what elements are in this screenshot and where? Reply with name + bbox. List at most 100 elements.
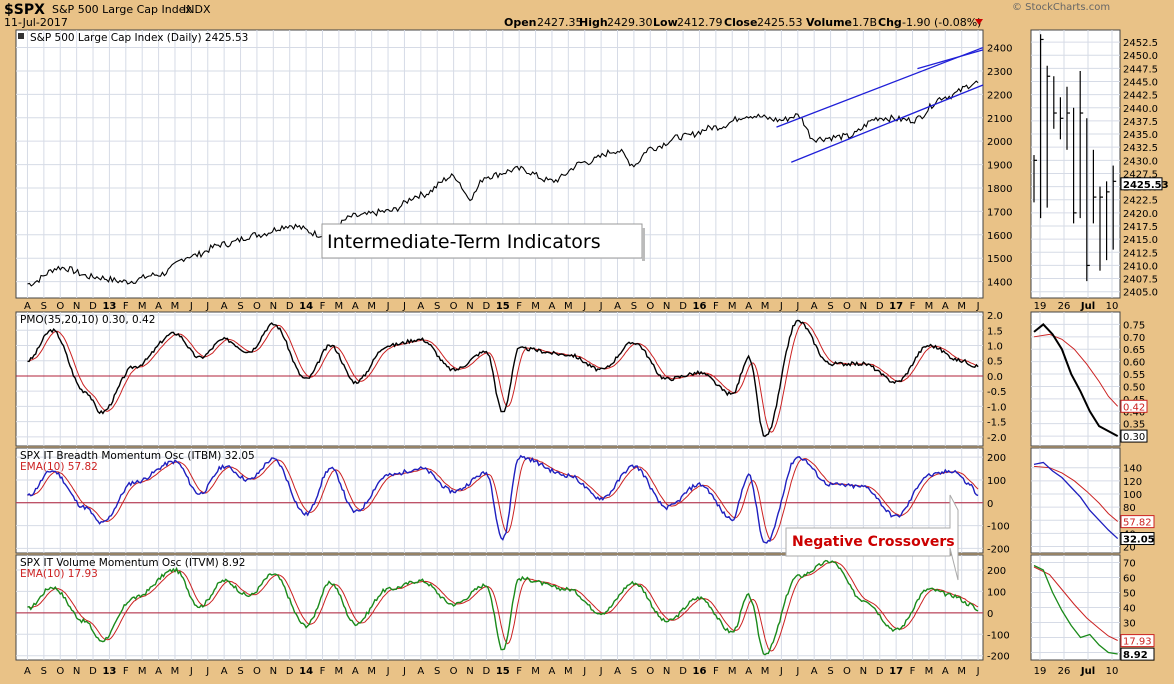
time-tick-label: N xyxy=(466,301,473,312)
itvm-title: SPX IT Volume Momentum Osc (ITVM) 8.92 xyxy=(20,557,245,569)
time-tick-label-bottom: A xyxy=(155,666,162,677)
mini-time-label-bottom: Jul xyxy=(1080,666,1095,677)
itbm-signal-line xyxy=(27,457,979,541)
high-label: High xyxy=(579,16,608,29)
time-tick-label: O xyxy=(56,301,64,312)
time-tick-label: J xyxy=(795,301,799,312)
time-tick-label-bottom: 16 xyxy=(692,666,706,677)
itvm-ema-label: EMA(10) 17.93 xyxy=(20,568,98,580)
time-tick-label: F xyxy=(320,301,326,312)
mini-itvm-tick: 50 xyxy=(1123,589,1136,600)
time-tick-label-bottom: A xyxy=(417,666,424,677)
mini-itbm-value-box xyxy=(1120,532,1155,546)
volume-value: 1.7B xyxy=(852,16,877,29)
crossover-callout: Negative Crossovers xyxy=(785,494,959,581)
y-tick-label: 2100 xyxy=(987,114,1012,125)
itvm-signal-line xyxy=(27,561,979,652)
price-series-line xyxy=(27,80,979,287)
y-tick-label: -1.0 xyxy=(987,402,1007,413)
time-tick-label: A xyxy=(745,301,752,312)
y-tick-label: 1500 xyxy=(987,254,1012,265)
time-tick-label-bottom: A xyxy=(614,666,621,677)
itbm-line xyxy=(27,454,979,544)
volume-label: Volume xyxy=(806,16,852,29)
time-tick-label-bottom: J xyxy=(779,666,783,677)
date-label: 11-Jul-2017 xyxy=(4,16,68,29)
time-tick-label-bottom: N xyxy=(466,666,473,677)
time-tick-label: A xyxy=(942,301,949,312)
indicator-box-title: Intermediate-Term Indicators xyxy=(327,231,601,253)
time-tick-label: M xyxy=(171,301,180,312)
mini-y-tick-label: 2442.5 xyxy=(1123,91,1158,102)
chg-value: -1.90 (-0.08%) xyxy=(902,16,981,29)
time-tick-label-bottom: F xyxy=(320,666,326,677)
time-tick-label-bottom: M xyxy=(728,666,737,677)
mini-pmo-tick: 0.35 xyxy=(1123,420,1145,431)
y-tick-label: 1.0 xyxy=(987,342,1003,353)
time-tick-label: A xyxy=(155,301,162,312)
mini-itvm-value: 17.93 xyxy=(1123,637,1152,648)
mini-itbm-tick: 100 xyxy=(1123,490,1142,501)
mini-pmo-tick: 0.55 xyxy=(1123,370,1145,381)
time-tick-label-bottom: N xyxy=(270,666,277,677)
time-tick-label: D xyxy=(483,301,491,312)
mini-panel-bg-0 xyxy=(1030,29,1121,299)
time-tick-label: N xyxy=(860,301,867,312)
mini-time-label-bottom: 26 xyxy=(1058,666,1071,677)
y-tick-label: 1800 xyxy=(987,184,1012,195)
mini-time-label: 26 xyxy=(1058,301,1071,312)
mini-itbm-line xyxy=(1033,461,1119,540)
mini-itvm-line xyxy=(1033,564,1118,655)
time-tick-label: A xyxy=(24,301,31,312)
time-tick-label: O xyxy=(843,301,851,312)
time-tick-label: A xyxy=(549,301,556,312)
time-tick-label: S xyxy=(434,301,440,312)
y-tick-label: -1.5 xyxy=(987,418,1007,429)
time-tick-label: 15 xyxy=(496,301,510,312)
time-tick-label-bottom: S xyxy=(434,666,440,677)
mini-pmo-tick: 0.50 xyxy=(1123,382,1145,393)
y-tick-label: 0 xyxy=(987,609,993,620)
y-tick-label: -100 xyxy=(987,522,1010,533)
time-tick-label: F xyxy=(516,301,522,312)
y-tick-label: 1700 xyxy=(987,207,1012,218)
down-arrow-icon xyxy=(975,19,983,25)
time-tick-label-bottom: M xyxy=(138,666,147,677)
mini-itbm-ema xyxy=(1033,465,1119,522)
mini-itbm-tick: 80 xyxy=(1123,503,1136,514)
channel-line-upper xyxy=(776,46,984,128)
time-tick-label: M xyxy=(531,301,540,312)
time-tick-label: N xyxy=(73,301,80,312)
time-tick-label-bottom: O xyxy=(56,666,64,677)
y-tick-label: -200 xyxy=(987,544,1010,555)
mini-y-tick-label: 2427.5 xyxy=(1123,169,1158,180)
mini-time-label-bottom: 19 xyxy=(1034,666,1047,677)
mini-itbm-tick: 20 xyxy=(1123,542,1136,553)
time-tick-label-bottom: O xyxy=(450,666,458,677)
time-tick-label: J xyxy=(402,301,406,312)
time-tick-label: J xyxy=(599,301,603,312)
y-tick-label: 0.0 xyxy=(987,372,1003,383)
mini-itvm-value: 8.92 xyxy=(1123,650,1148,661)
mini-y-tick-label: 2437.5 xyxy=(1123,117,1158,128)
time-tick-label-bottom: M xyxy=(925,666,934,677)
mini-y-tick-label: 2420.0 xyxy=(1123,209,1158,220)
y-tick-label: -0.5 xyxy=(987,387,1007,398)
low-value: 2412.79 xyxy=(677,16,723,29)
mini-y-tick-label: 2422.5 xyxy=(1123,196,1158,207)
time-tick-label-bottom: A xyxy=(745,666,752,677)
time-tick-label-bottom: F xyxy=(123,666,129,677)
y-tick-label: 0.5 xyxy=(987,357,1003,368)
time-tick-label-bottom: F xyxy=(516,666,522,677)
mini-pmo-value: 0.30 xyxy=(1123,432,1145,443)
mini-y-tick-label: 2417.5 xyxy=(1123,222,1158,233)
time-tick-label-bottom: J xyxy=(386,666,390,677)
time-tick-label-bottom: M xyxy=(367,666,376,677)
mini-time-label: 10 xyxy=(1106,301,1119,312)
time-tick-label-bottom: 15 xyxy=(496,666,510,677)
time-tick-label-bottom: J xyxy=(582,666,586,677)
time-tick-label: F xyxy=(910,301,916,312)
time-tick-label: M xyxy=(761,301,770,312)
time-tick-label: N xyxy=(663,301,670,312)
mini-y-tick-label: 2440.0 xyxy=(1123,104,1158,115)
